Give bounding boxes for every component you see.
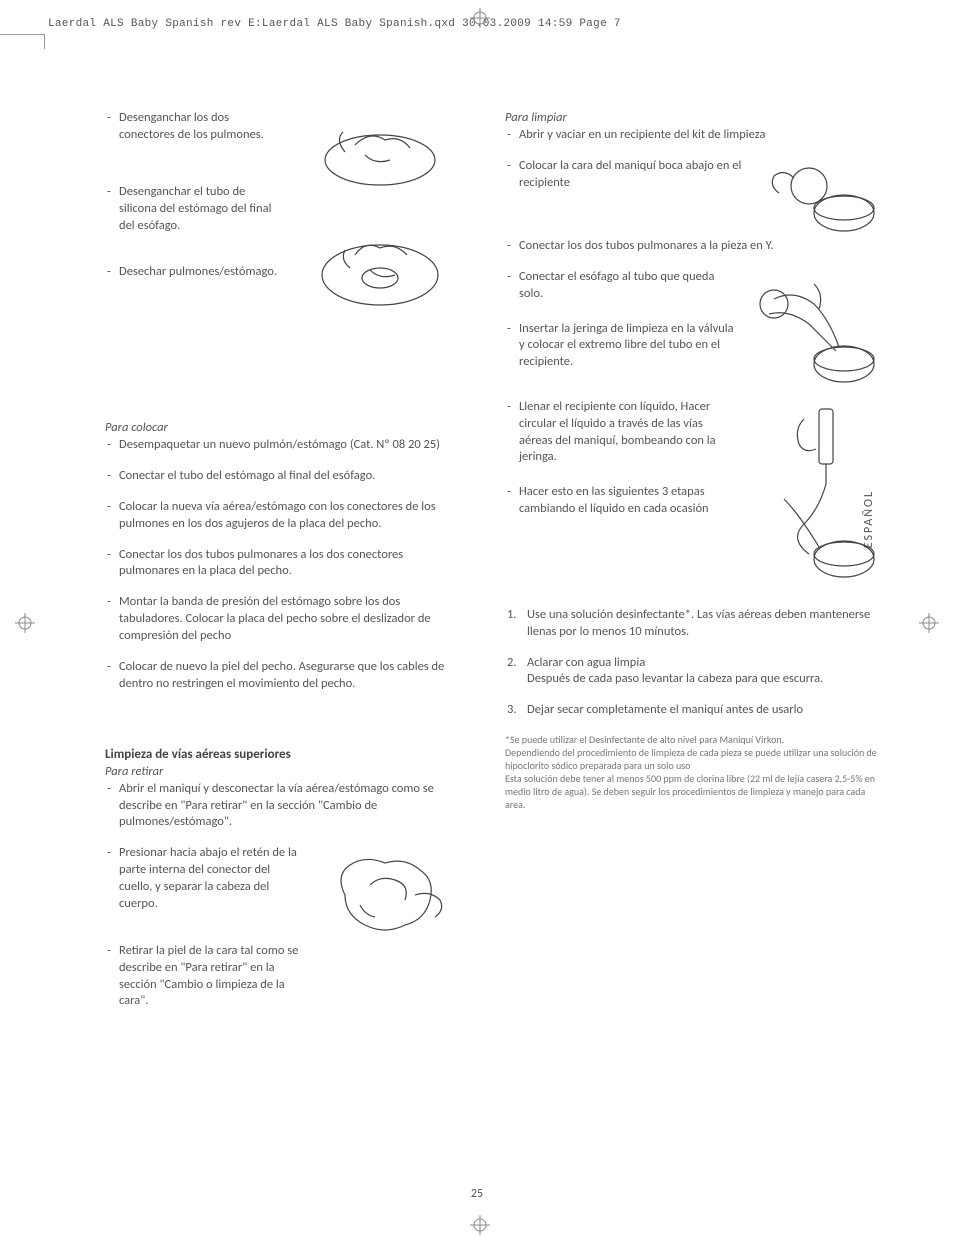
registration-mark-top [470,8,490,28]
list-item: Montar la banda de presión del estómago … [105,594,465,645]
list-item: Colocar la cara del maniquí boca abajo e… [505,158,744,192]
cleaning-steps: Use una solución desinfectante*. Las vía… [505,607,884,719]
list-item: Dejar secar completamente el maniquí ant… [505,702,884,719]
retirar-list: Abrir el maniquí y desconectar la vía aé… [105,781,465,832]
retirar-list-cont: Presionar hacia abajo el retén de la par… [105,845,305,1024]
list-item: Desempaquetar un nuevo pulmón/estómago (… [105,437,465,454]
section-heading: Para limpiar [505,110,884,125]
illustration-disconnect [295,110,465,340]
limpiar-list-cont: Colocar la cara del maniquí boca abajo e… [505,158,744,206]
page-number: 25 [0,1187,954,1201]
illustration-face-bowl [754,158,884,238]
list-item: Abrir y vaciar en un recipiente del kit … [505,127,884,144]
section-heading: Limpieza de vías aéreas superiores [105,747,465,762]
list-item: Hacer esto en las siguientes 3 etapas ca… [505,484,734,518]
list-item: Desenganchar el tubo de silicona del est… [105,184,285,235]
crop-mark [0,34,45,48]
limpiar-list-cont3: Conectar el esófago al tubo que queda so… [505,269,734,385]
list-item: Colocar la nueva vía aérea/estómago con … [105,499,465,533]
list-item: Insertar la jeringa de limpieza en la vá… [505,321,734,372]
list-item: Abrir el maniquí y desconectar la vía aé… [105,781,465,832]
section-heading: Para colocar [105,420,465,435]
list-item: Conectar los dos tubos pulmonares a los … [105,547,465,581]
list-item: Colocar de nuevo la piel del pecho. Aseg… [105,659,465,693]
right-column: Para limpiar Abrir y vaciar en un recipi… [505,110,884,1048]
print-header: Laerdal ALS Baby Spanish rev E:Laerdal A… [48,18,621,30]
para-colocar-section: Para colocar Desempaquetar un nuevo pulm… [105,420,465,693]
section-subheading: Para retirar [105,764,465,779]
illustration-head-remove [315,845,465,955]
limpieza-section: Limpieza de vías aéreas superiores Para … [105,747,465,1025]
illustration-syringe [744,399,884,589]
list-item: Use una solución desinfectante*. Las vía… [505,607,884,641]
colocar-list: Desempaquetar un nuevo pulmón/estómago (… [105,437,465,693]
left-column: Desenganchar los dos conectores de los p… [105,110,465,1048]
registration-mark-bottom [470,1215,490,1235]
illustration-tubes-bowl [744,269,884,399]
list-item: Desechar pulmones/estómago. [105,264,285,281]
list-item: Presionar hacia abajo el retén de la par… [105,845,305,913]
list-item: Conectar el esófago al tubo que queda so… [505,269,734,303]
registration-mark-left [15,613,35,633]
registration-mark-right [919,613,939,633]
top-disassembly-list: Desenganchar los dos conectores de los p… [105,110,285,295]
limpiar-list-cont2: Conectar los dos tubos pulmonares a la p… [505,238,884,255]
limpiar-list-cont4: Llenar el recipiente con líquido, Hacer … [505,399,734,532]
limpiar-list: Abrir y vaciar en un recipiente del kit … [505,127,884,144]
list-item: Conectar los dos tubos pulmonares a la p… [505,238,884,255]
page-content: Desenganchar los dos conectores de los p… [105,110,884,1048]
list-item: Aclarar con agua limpia Después de cada … [505,655,884,689]
list-item: Llenar el recipiente con líquido, Hacer … [505,399,734,467]
list-item: Conectar el tubo del estómago al final d… [105,468,465,485]
list-item: Desenganchar los dos conectores de los p… [105,110,285,144]
footnote: *Se puede utilizar el Desinfectante de a… [505,733,884,811]
list-item: Retirar la piel de la cara tal como se d… [105,943,305,1011]
